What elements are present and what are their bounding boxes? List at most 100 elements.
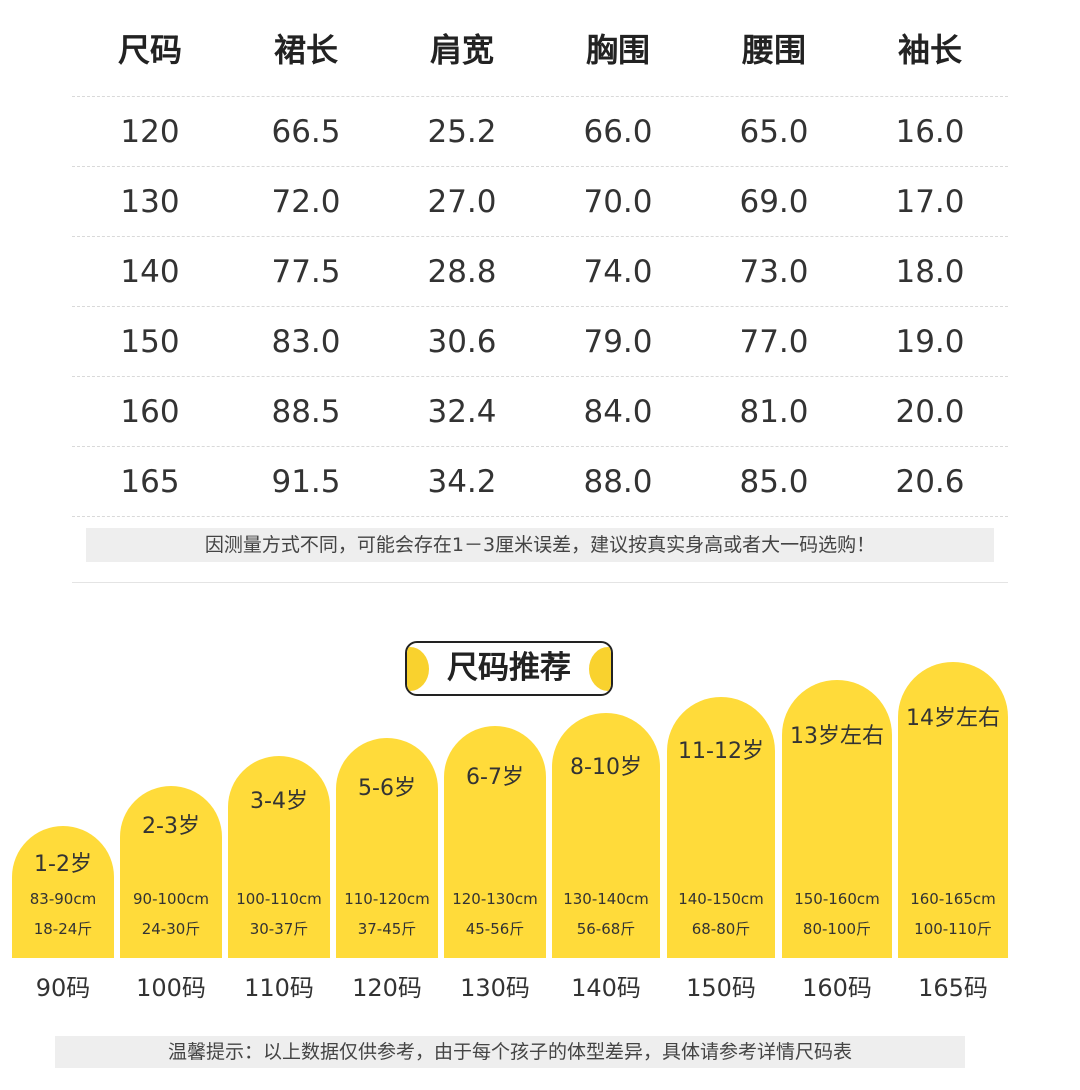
table-cell: 66.0 — [583, 113, 653, 150]
table-cell: 77.0 — [739, 323, 809, 360]
table-cell: 77.5 — [271, 253, 341, 290]
recommend-height: 140-150cm — [678, 890, 764, 908]
size-table: 尺码 裙长 肩宽 胸围 腰围 袖长 120 66.5 25.2 66.0 65.… — [72, 0, 1008, 517]
table-cell: 81.0 — [739, 393, 809, 430]
table-cell: 72.0 — [271, 183, 341, 220]
recommend-size: 90码 — [35, 974, 91, 1002]
recommend-weight: 56-68斤 — [576, 920, 636, 938]
recommend-height: 130-140cm — [563, 890, 649, 908]
recommend-age: 3-4岁 — [250, 789, 308, 814]
recommend-item: 6-7岁 120-130cm 45-56斤 — [444, 726, 546, 958]
recommend-height: 100-110cm — [236, 890, 322, 908]
recommend-height: 83-90cm — [29, 890, 97, 908]
table-cell: 34.2 — [427, 463, 497, 500]
recommend-item: 2-3岁 90-100cm 24-30斤 — [120, 786, 222, 958]
table-cell: 160 — [120, 393, 180, 430]
recommend-weight: 18-24斤 — [33, 920, 93, 938]
recommend-title-badge: 尺码推荐 — [405, 641, 613, 696]
table-cell: 65.0 — [739, 113, 809, 150]
recommend-height: 90-100cm — [133, 890, 209, 908]
table-cell: 85.0 — [739, 463, 809, 500]
recommend-age: 2-3岁 — [142, 814, 200, 839]
recommend-size: 100码 — [136, 974, 206, 1002]
table-cell: 88.0 — [583, 463, 653, 500]
table-cell: 20.0 — [895, 393, 965, 430]
recommend-item: 11-12岁 140-150cm 68-80斤 — [667, 697, 775, 958]
recommend-size: 150码 — [686, 974, 756, 1002]
table-row: 160 88.5 32.4 84.0 81.0 20.0 — [72, 377, 1008, 447]
table-cell: 88.5 — [271, 393, 341, 430]
table-row: 150 83.0 30.6 79.0 77.0 19.0 — [72, 307, 1008, 377]
recommend-weight: 30-37斤 — [249, 920, 309, 938]
table-row: 140 77.5 28.8 74.0 73.0 18.0 — [72, 237, 1008, 307]
table-cell: 74.0 — [583, 253, 653, 290]
table-cell: 18.0 — [895, 253, 965, 290]
table-cell: 27.0 — [427, 183, 497, 220]
recommend-item: 5-6岁 110-120cm 37-45斤 — [336, 738, 438, 958]
table-cell: 165 — [120, 463, 180, 500]
recommend-weight: 37-45斤 — [357, 920, 417, 938]
recommend-weight: 68-80斤 — [691, 920, 751, 938]
recommend-height: 110-120cm — [344, 890, 430, 908]
recommend-age: 5-6岁 — [358, 776, 416, 801]
recommend-size: 120码 — [352, 974, 422, 1002]
recommend-item: 14岁左右 160-165cm 100-110斤 — [898, 662, 1008, 958]
recommend-weight: 45-56斤 — [465, 920, 525, 938]
header-chest: 胸围 — [585, 31, 650, 69]
recommend-size: 110码 — [244, 974, 314, 1002]
recommend-age: 14岁左右 — [906, 706, 1000, 731]
table-cell: 91.5 — [271, 463, 341, 500]
table-cell: 25.2 — [427, 113, 497, 150]
table-cell: 79.0 — [583, 323, 653, 360]
recommend-size: 165码 — [918, 974, 988, 1002]
table-cell: 16.0 — [895, 113, 965, 150]
header-shoulder-width: 肩宽 — [429, 31, 494, 69]
table-cell: 30.6 — [427, 323, 497, 360]
section-divider — [72, 582, 1008, 583]
table-row: 120 66.5 25.2 66.0 65.0 16.0 — [72, 97, 1008, 167]
table-cell: 120 — [120, 113, 180, 150]
table-row: 130 72.0 27.0 70.0 69.0 17.0 — [72, 167, 1008, 237]
recommend-size: 130码 — [460, 974, 530, 1002]
recommend-size: 140码 — [571, 974, 641, 1002]
table-cell: 70.0 — [583, 183, 653, 220]
table-header-row: 尺码 裙长 肩宽 胸围 腰围 袖长 — [72, 0, 1008, 97]
recommend-item: 8-10岁 130-140cm 56-68斤 — [552, 713, 660, 958]
table-cell: 130 — [120, 183, 180, 220]
recommend-height: 120-130cm — [452, 890, 538, 908]
header-sleeve-length: 袖长 — [897, 31, 962, 69]
table-cell: 66.5 — [271, 113, 341, 150]
recommend-age: 8-10岁 — [570, 755, 642, 780]
measurement-note: 因测量方式不同，可能会存在1－3厘米误差，建议按真实身高或者大一码选购！ — [86, 528, 994, 562]
recommend-item: 1-2岁 83-90cm 18-24斤 — [12, 826, 114, 958]
tip-note: 温馨提示：以上数据仅供参考，由于每个孩子的体型差异，具体请参考详情尺码表 — [55, 1036, 965, 1068]
recommend-weight: 100-110斤 — [914, 920, 992, 938]
table-row: 165 91.5 34.2 88.0 85.0 20.6 — [72, 447, 1008, 517]
recommend-weight: 24-30斤 — [141, 920, 201, 938]
table-cell: 28.8 — [427, 253, 497, 290]
table-cell: 19.0 — [895, 323, 965, 360]
recommend-title: 尺码推荐 — [447, 650, 571, 686]
recommend-age: 11-12岁 — [678, 739, 764, 764]
recommend-height: 150-160cm — [794, 890, 880, 908]
recommend-size: 160码 — [802, 974, 872, 1002]
recommend-age: 6-7岁 — [466, 765, 524, 790]
recommend-age: 13岁左右 — [790, 724, 884, 749]
table-cell: 73.0 — [739, 253, 809, 290]
table-cell: 83.0 — [271, 323, 341, 360]
header-waist: 腰围 — [741, 31, 806, 69]
table-cell: 20.6 — [895, 463, 965, 500]
header-dress-length: 裙长 — [273, 31, 338, 69]
table-cell: 69.0 — [739, 183, 809, 220]
badge-cap-right — [589, 647, 611, 691]
table-cell: 150 — [120, 323, 180, 360]
recommend-height: 160-165cm — [910, 890, 996, 908]
table-cell: 17.0 — [895, 183, 965, 220]
table-cell: 140 — [120, 253, 180, 290]
recommend-item: 13岁左右 150-160cm 80-100斤 — [782, 680, 892, 958]
recommend-age: 1-2岁 — [34, 852, 92, 877]
header-size: 尺码 — [117, 31, 182, 69]
recommend-weight: 80-100斤 — [802, 920, 872, 938]
recommend-item: 3-4岁 100-110cm 30-37斤 — [228, 756, 330, 958]
badge-cap-left — [407, 647, 429, 691]
